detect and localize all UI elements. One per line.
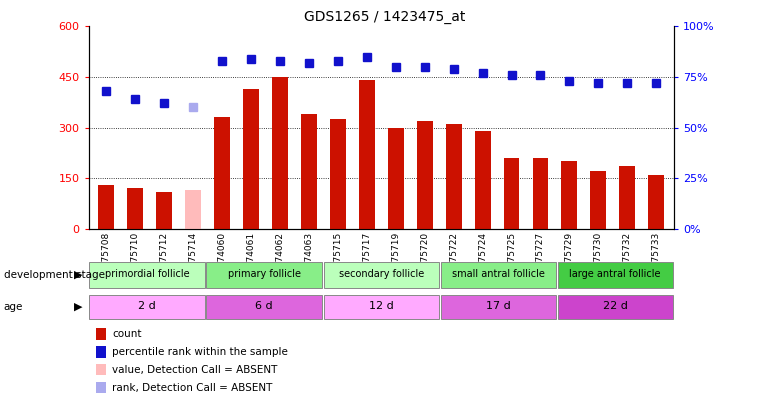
Bar (648, 175, 665, 229)
Text: primary follicle: primary follicle (228, 269, 300, 279)
Bar (185, 190, 201, 229)
Bar (323, 262, 439, 288)
Bar (272, 77, 288, 229)
Bar (474, 131, 490, 229)
Bar (440, 262, 556, 288)
Text: rank, Detection Call = ABSENT: rank, Detection Call = ABSENT (112, 383, 273, 392)
Bar (440, 295, 556, 319)
Text: 2 d: 2 d (138, 301, 156, 311)
Text: 17 d: 17 d (486, 301, 511, 311)
Text: value, Detection Call = ABSENT: value, Detection Call = ABSENT (112, 365, 278, 375)
Bar (359, 80, 375, 229)
Text: ▶: ▶ (74, 302, 82, 312)
Text: 6 d: 6 d (256, 301, 273, 311)
Bar (243, 89, 259, 229)
Text: secondary follicle: secondary follicle (339, 269, 424, 279)
Bar (504, 158, 520, 229)
Bar (591, 171, 607, 229)
Bar (98, 185, 114, 229)
Text: count: count (112, 329, 142, 339)
Bar (533, 158, 548, 229)
Text: percentile rank within the sample: percentile rank within the sample (112, 347, 288, 357)
Text: GDS1265 / 1423475_at: GDS1265 / 1423475_at (304, 10, 466, 24)
Bar (206, 295, 322, 319)
Bar (323, 295, 439, 319)
Text: small antral follicle: small antral follicle (452, 269, 544, 279)
Bar (127, 188, 143, 229)
Text: development stage: development stage (4, 270, 105, 280)
Bar (214, 117, 229, 229)
Text: primordial follicle: primordial follicle (105, 269, 189, 279)
Bar (446, 124, 461, 229)
Bar (330, 119, 346, 229)
Text: age: age (4, 302, 23, 312)
Bar (561, 161, 578, 229)
Bar (557, 262, 673, 288)
Bar (89, 262, 205, 288)
Text: ▶: ▶ (74, 270, 82, 280)
Bar (557, 295, 673, 319)
Bar (417, 121, 433, 229)
Bar (301, 114, 316, 229)
Text: 12 d: 12 d (369, 301, 393, 311)
Text: large antral follicle: large antral follicle (570, 269, 661, 279)
Bar (206, 262, 322, 288)
Bar (156, 192, 172, 229)
Bar (89, 295, 205, 319)
Bar (387, 128, 403, 229)
Text: 22 d: 22 d (603, 301, 628, 311)
Bar (619, 166, 635, 229)
